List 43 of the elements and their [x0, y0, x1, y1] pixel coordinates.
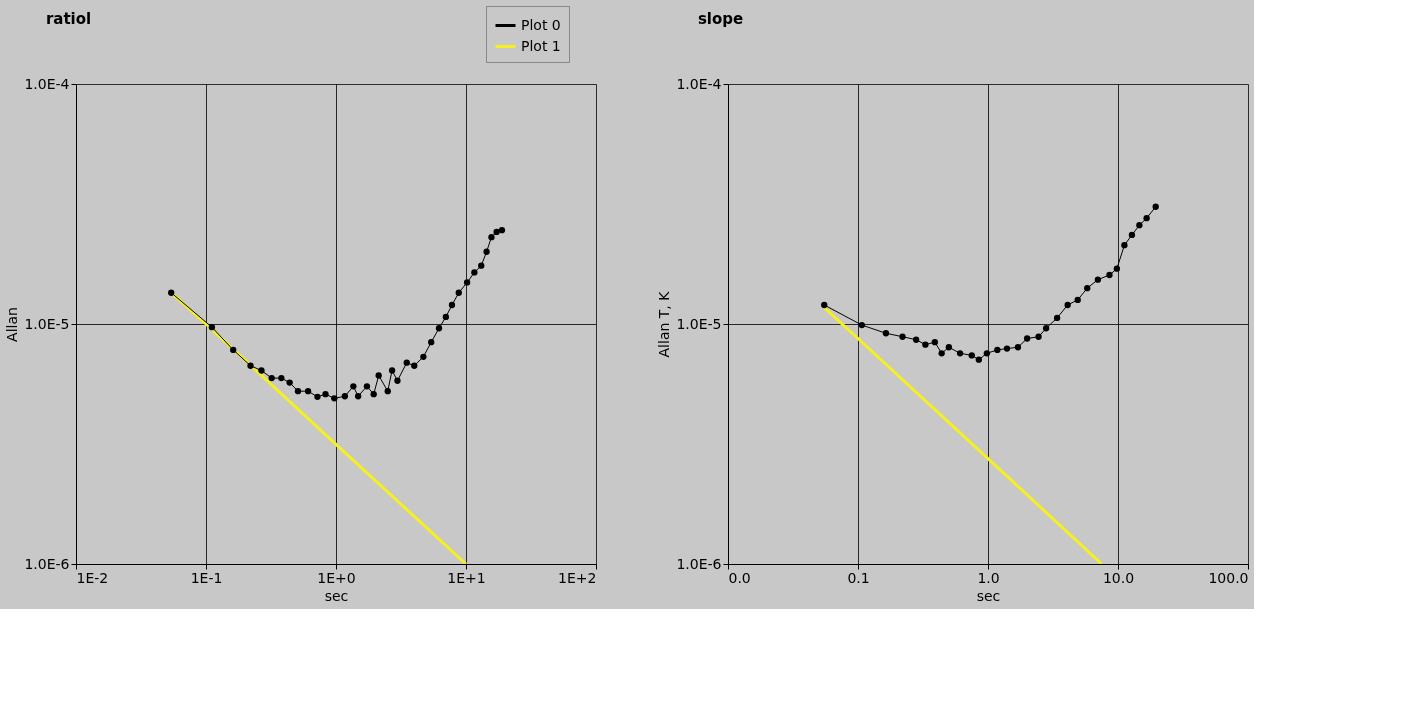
- point: [1003, 345, 1011, 352]
- chart-title: ratiol: [45, 10, 92, 28]
- x-tick-label: 0.1: [847, 569, 870, 586]
- point: [1053, 314, 1061, 322]
- point: [1042, 325, 1050, 332]
- x-axis-title: sec: [324, 587, 349, 604]
- x-tick-label: 100.0: [1208, 569, 1249, 586]
- point: [938, 350, 945, 357]
- point: [956, 350, 964, 357]
- point: [968, 352, 975, 359]
- point: [1094, 276, 1102, 283]
- x-tick-label: 1E+2: [558, 569, 597, 586]
- point: [1074, 296, 1081, 304]
- y-axis-title: Allan T, K: [656, 290, 673, 358]
- point: [1121, 242, 1128, 249]
- x-tick-label: 1.0: [977, 569, 1000, 586]
- x-tick-label: 0.0: [728, 569, 751, 586]
- y-tick-label: 1.0E-6: [24, 555, 70, 572]
- x-tick-label: 1E+1: [447, 569, 486, 586]
- x-tick-label: 1E+0: [317, 569, 356, 586]
- point: [899, 333, 906, 340]
- point: [975, 356, 982, 363]
- point: [1023, 335, 1031, 342]
- y-tick-label: 1.0E-5: [676, 315, 722, 332]
- point: [1064, 301, 1071, 309]
- y-tick-label: 1.0E-4: [676, 75, 722, 92]
- y-tick-label: 1.0E-4: [24, 75, 70, 92]
- y-axis-title: Allan: [4, 307, 21, 342]
- point: [1035, 333, 1042, 340]
- y-tick-label: 1.0E-5: [24, 315, 70, 332]
- x-tick-label: 1E-2: [76, 569, 109, 586]
- legend-label: Plot 0: [521, 16, 561, 33]
- point: [1113, 265, 1121, 272]
- y-tick-label: 1.0E-6: [676, 555, 722, 572]
- point: [945, 344, 953, 351]
- legend-label: Plot 1: [521, 37, 561, 54]
- point: [1014, 344, 1022, 351]
- x-tick-label: 10.0: [1102, 569, 1135, 586]
- chart-title: slope: [697, 10, 744, 28]
- x-tick-label: 1E-1: [190, 569, 223, 586]
- x-axis-title: sec: [976, 587, 1001, 604]
- point: [1084, 285, 1091, 292]
- point: [994, 346, 1001, 354]
